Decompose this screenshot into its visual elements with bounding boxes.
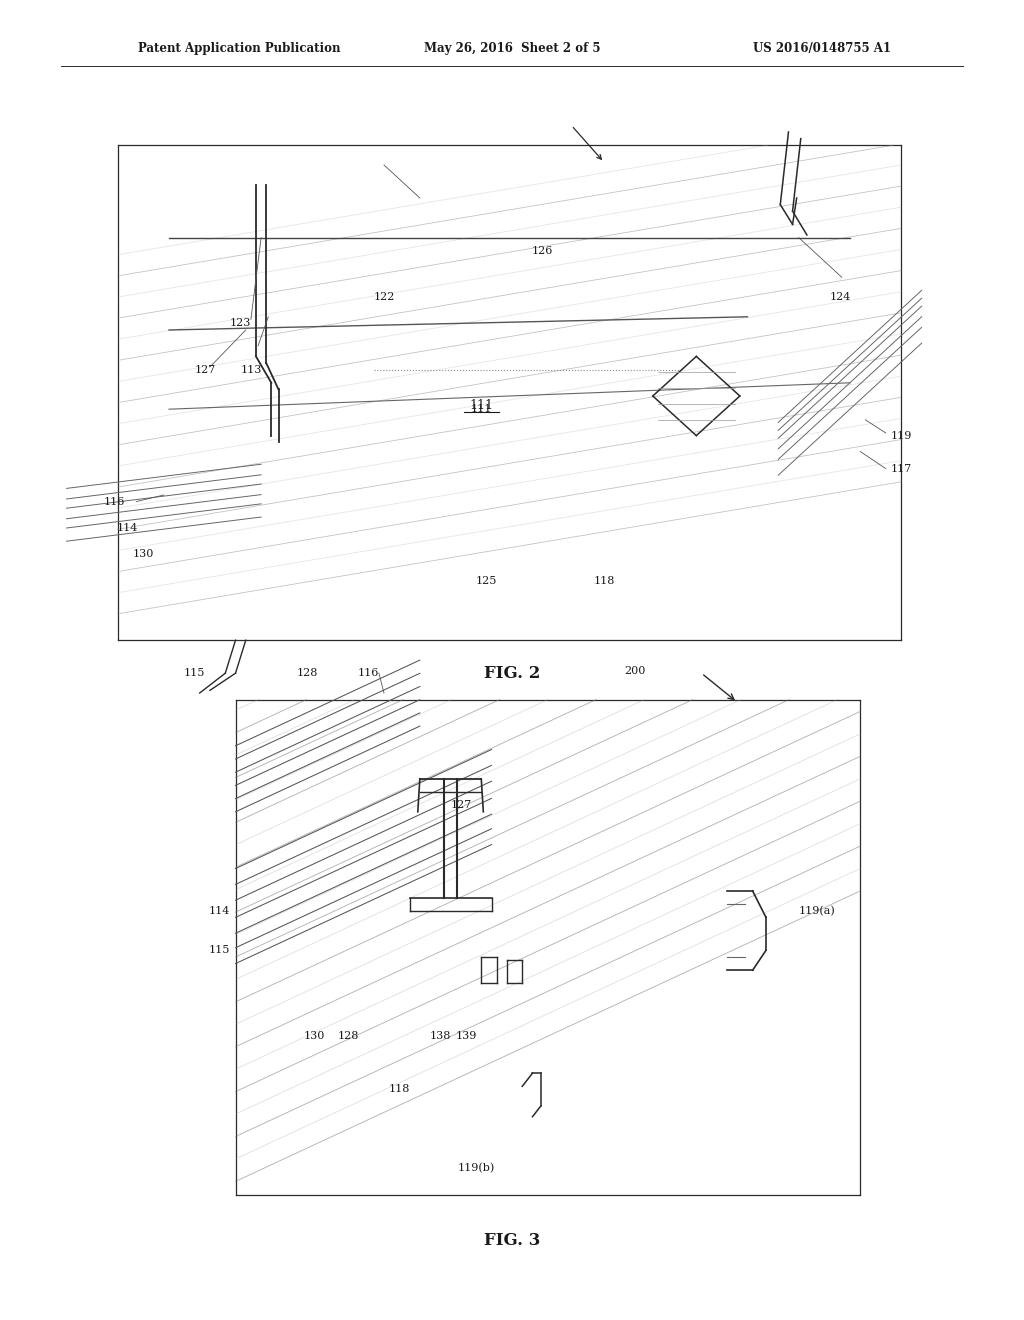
Text: 116: 116 <box>103 496 125 507</box>
Text: US 2016/0148755 A1: US 2016/0148755 A1 <box>753 42 891 55</box>
Text: 122: 122 <box>374 292 394 302</box>
Text: 139: 139 <box>456 1031 476 1041</box>
Text: 111: 111 <box>471 404 492 414</box>
Text: 123: 123 <box>230 318 251 329</box>
Text: 119: 119 <box>891 430 912 441</box>
Text: 125: 125 <box>476 576 497 586</box>
Text: 127: 127 <box>451 800 472 810</box>
Text: FIG. 3: FIG. 3 <box>483 1233 541 1249</box>
Text: 124: 124 <box>829 292 851 302</box>
Text: 114: 114 <box>209 906 230 916</box>
Text: 127: 127 <box>195 364 215 375</box>
Text: 119(a): 119(a) <box>799 906 836 916</box>
Text: 117: 117 <box>891 463 912 474</box>
Text: 118: 118 <box>594 576 614 586</box>
Text: 128: 128 <box>297 668 317 678</box>
Text: 115: 115 <box>209 945 230 956</box>
Text: 130: 130 <box>132 549 154 560</box>
Text: 114: 114 <box>117 523 138 533</box>
Text: May 26, 2016  Sheet 2 of 5: May 26, 2016 Sheet 2 of 5 <box>424 42 600 55</box>
Text: 113: 113 <box>241 364 261 375</box>
Text: 115: 115 <box>184 668 205 678</box>
Text: FIG. 2: FIG. 2 <box>483 665 541 681</box>
Text: 130: 130 <box>304 1031 325 1041</box>
Text: 126: 126 <box>532 246 553 256</box>
Text: 128: 128 <box>338 1031 358 1041</box>
Text: 138: 138 <box>430 1031 451 1041</box>
Text: 200: 200 <box>625 665 645 676</box>
Text: 119(b): 119(b) <box>458 1163 495 1173</box>
Text: 118: 118 <box>389 1084 410 1094</box>
Text: Patent Application Publication: Patent Application Publication <box>138 42 341 55</box>
Text: 111: 111 <box>469 399 494 412</box>
Text: 116: 116 <box>358 668 379 678</box>
